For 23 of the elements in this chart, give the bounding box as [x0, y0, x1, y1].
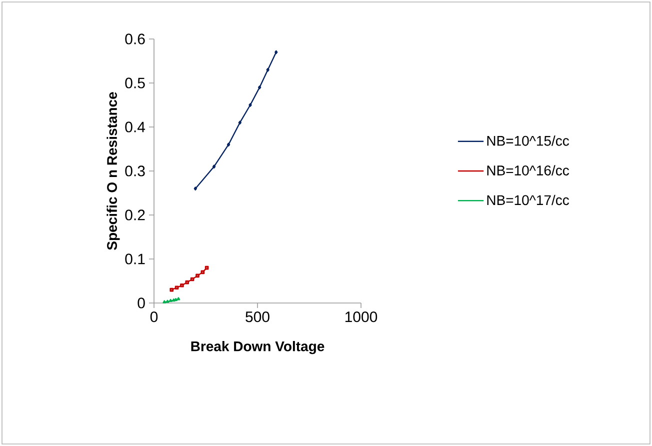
x-tick-label: 1000: [345, 312, 378, 322]
y-tick-label: 0.2: [125, 210, 145, 220]
y-tick-label: 0.5: [125, 78, 145, 88]
x-tick-label: 500: [246, 312, 270, 322]
legend-label: NB=10^16/cc: [487, 165, 570, 176]
x-axis-title: Break Down Voltage: [191, 341, 324, 354]
y-tick-label: 0.1: [125, 254, 145, 264]
x-tick-label: 0: [150, 312, 158, 322]
y-tick-label: 0: [138, 298, 145, 308]
legend-label: NB=10^15/cc: [487, 136, 570, 146]
point: [200, 270, 205, 274]
point: [204, 266, 209, 270]
y-tick-label: 0.4: [125, 122, 146, 132]
y-axis-title: Specific O n Resistance: [106, 92, 120, 250]
point: [196, 274, 200, 278]
point: [190, 277, 194, 282]
point: [185, 280, 190, 284]
y-tick-label: 0.6: [125, 34, 145, 44]
legend-label: NB=10^17/cc: [487, 194, 570, 206]
y-tick-label: 0.3: [125, 166, 145, 176]
point: [174, 286, 179, 290]
point: [170, 288, 174, 292]
point: [180, 283, 184, 288]
